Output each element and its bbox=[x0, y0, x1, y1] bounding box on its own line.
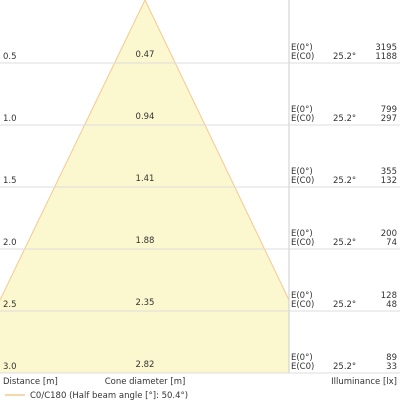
diameter-label: 1.88 bbox=[136, 236, 155, 246]
e0-value: 3195 bbox=[375, 43, 397, 53]
diameter-header: Cone diameter [m] bbox=[105, 377, 186, 387]
ec0-value: 132 bbox=[381, 176, 397, 186]
angle-label: 25.2° bbox=[333, 52, 356, 62]
e0-label: E(0°) bbox=[291, 105, 313, 115]
e0-value: 89 bbox=[386, 353, 397, 363]
illuminance-header: Illuminance [lx] bbox=[331, 377, 397, 387]
cone-edge bbox=[0, 0, 290, 301]
diameter-label: 0.94 bbox=[136, 112, 155, 122]
legend-label: C0/C180 (Half beam angle [°]: 50.4°) bbox=[30, 391, 188, 400]
ec0-value: 1188 bbox=[375, 52, 397, 62]
angle-label: 25.2° bbox=[333, 114, 356, 124]
distance-label: 2.5 bbox=[3, 300, 17, 310]
distance-label: 1.0 bbox=[3, 114, 17, 124]
angle-label: 25.2° bbox=[333, 362, 356, 372]
ec0-value: 297 bbox=[381, 114, 397, 124]
diameter-label: 0.47 bbox=[136, 50, 155, 60]
ec0-label: E(C0) bbox=[291, 176, 314, 186]
angle-label: 25.2° bbox=[333, 238, 356, 248]
angle-label: 25.2° bbox=[333, 300, 356, 310]
distance-label: 0.5 bbox=[3, 52, 17, 62]
e0-label: E(0°) bbox=[291, 229, 313, 239]
diameter-label: 2.82 bbox=[136, 360, 155, 370]
ec0-value: 48 bbox=[386, 300, 397, 310]
ec0-label: E(C0) bbox=[291, 238, 314, 248]
ec0-label: E(C0) bbox=[291, 362, 314, 372]
diameter-label: 1.41 bbox=[136, 174, 155, 184]
e0-value: 355 bbox=[381, 167, 397, 177]
distance-label: 3.0 bbox=[3, 362, 17, 372]
ec0-label: E(C0) bbox=[291, 114, 314, 124]
distance-label: 2.0 bbox=[3, 238, 17, 248]
e0-label: E(0°) bbox=[291, 353, 313, 363]
e0-label: E(0°) bbox=[291, 43, 313, 53]
angle-label: 25.2° bbox=[333, 176, 356, 186]
e0-label: E(0°) bbox=[291, 167, 313, 177]
e0-value: 799 bbox=[381, 105, 397, 115]
distance-header: Distance [m] bbox=[3, 377, 58, 387]
e0-value: 128 bbox=[381, 291, 397, 301]
ec0-label: E(C0) bbox=[291, 300, 314, 310]
e0-value: 200 bbox=[381, 229, 397, 239]
ec0-label: E(C0) bbox=[291, 52, 314, 62]
diameter-label: 2.35 bbox=[136, 298, 155, 308]
e0-label: E(0°) bbox=[291, 291, 313, 301]
distance-label: 1.5 bbox=[3, 176, 17, 186]
ec0-value: 33 bbox=[386, 362, 397, 372]
ec0-value: 74 bbox=[386, 238, 397, 248]
